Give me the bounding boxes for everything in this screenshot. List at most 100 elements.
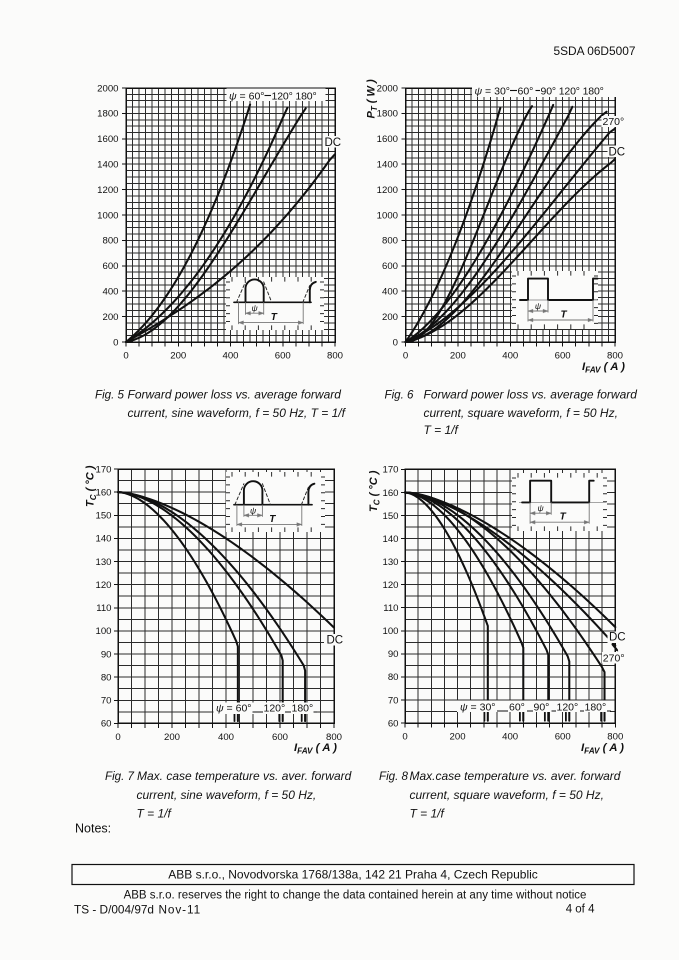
svg-text:0: 0 (403, 351, 408, 362)
svg-text:150: 150 (95, 511, 111, 522)
svg-text:ψ: ψ (250, 505, 256, 515)
svg-text:80: 80 (388, 672, 399, 683)
svg-text:130: 130 (382, 557, 398, 568)
svg-text:70: 70 (388, 695, 399, 706)
svg-text:200: 200 (164, 732, 180, 743)
svg-text:90: 90 (388, 649, 399, 660)
svg-text:ψ = 60°: ψ = 60° (229, 91, 265, 103)
svg-text:400: 400 (222, 351, 238, 362)
svg-text:600: 600 (555, 732, 571, 743)
svg-text:90°: 90° (534, 702, 550, 714)
svg-text:600: 600 (275, 351, 291, 362)
svg-text:1000: 1000 (377, 210, 398, 221)
svg-text:400: 400 (102, 287, 118, 298)
svg-text:Fig. 8: Fig. 8 (379, 770, 409, 783)
svg-text:Nov-11: Nov-11 (159, 903, 202, 917)
svg-text:120°: 120° (264, 703, 286, 715)
svg-text:120: 120 (382, 580, 398, 591)
svg-text:T: T (269, 514, 276, 525)
svg-text:Max.case temperature vs. aver.: Max.case temperature vs. aver. forward (410, 769, 621, 783)
svg-text:100: 100 (95, 626, 111, 637)
svg-text:160: 160 (95, 487, 111, 498)
svg-text:T = 1/f: T = 1/f (410, 807, 446, 821)
svg-text:400: 400 (502, 351, 518, 362)
svg-text:DC: DC (609, 632, 626, 644)
svg-text:ψ = 30°: ψ = 30° (475, 86, 511, 98)
svg-text:DC: DC (325, 137, 342, 149)
svg-text:1600: 1600 (97, 134, 118, 145)
svg-text:1800: 1800 (377, 109, 398, 120)
svg-text:400: 400 (502, 732, 518, 743)
svg-text:TC ( °C ): TC ( °C ) (368, 470, 381, 512)
svg-text:0: 0 (402, 732, 407, 743)
svg-text:200: 200 (170, 351, 186, 362)
svg-text:600: 600 (272, 732, 288, 743)
svg-text:400: 400 (218, 732, 234, 743)
svg-text:800: 800 (607, 351, 623, 362)
svg-text:140: 140 (95, 534, 111, 545)
svg-text:Max. case temperature vs. aver: Max. case temperature vs. aver. forward (137, 769, 352, 783)
svg-text:110: 110 (96, 603, 111, 614)
svg-text:600: 600 (382, 261, 398, 272)
svg-text:140: 140 (382, 534, 398, 545)
svg-text:0: 0 (113, 337, 118, 348)
svg-text:Fig. 5: Fig. 5 (95, 389, 125, 402)
svg-text:80: 80 (101, 672, 112, 683)
svg-text:ABB s.r.o., Novodvorska 1768/1: ABB s.r.o., Novodvorska 1768/138a, 142 2… (168, 868, 538, 882)
svg-text:ψ = 60°: ψ = 60° (216, 703, 252, 715)
svg-text:1400: 1400 (97, 160, 118, 171)
svg-text:120°: 120° (557, 702, 579, 714)
svg-text:T = 1/f: T = 1/f (137, 807, 173, 821)
svg-text:800: 800 (327, 351, 343, 362)
svg-text:Forward power loss vs. average: Forward power loss vs. average forward (424, 388, 638, 402)
svg-text:270°: 270° (603, 653, 625, 665)
svg-text:1000: 1000 (97, 210, 118, 221)
svg-text:60°: 60° (509, 702, 525, 714)
svg-text:2000: 2000 (377, 83, 398, 94)
svg-text:1800: 1800 (97, 109, 118, 120)
svg-text:1400: 1400 (377, 160, 398, 171)
svg-text:ψ: ψ (252, 303, 258, 313)
svg-text:100: 100 (382, 626, 398, 637)
svg-text:200: 200 (382, 312, 398, 323)
svg-text:800: 800 (382, 236, 398, 247)
svg-text:2000: 2000 (97, 83, 118, 94)
svg-text:PT ( W ): PT ( W ) (366, 79, 379, 118)
svg-text:Fig. 7: Fig. 7 (105, 770, 135, 783)
svg-text:ψ = 30°: ψ = 30° (460, 702, 496, 714)
svg-text:70: 70 (101, 696, 112, 707)
svg-text:600: 600 (555, 351, 571, 362)
svg-text:current, square waveform, f =: current, square waveform, f = 50 Hz, (424, 406, 618, 420)
svg-text:600: 600 (102, 261, 118, 272)
svg-text:200: 200 (450, 351, 466, 362)
svg-text:200: 200 (450, 732, 466, 743)
svg-text:110: 110 (383, 603, 398, 614)
svg-text:270°: 270° (603, 116, 625, 128)
svg-text:T: T (560, 512, 567, 523)
svg-text:current, sine waveform, f = 50: current, sine waveform, f = 50 Hz, T = 1… (128, 406, 347, 420)
svg-text:150: 150 (382, 511, 398, 522)
svg-text:800: 800 (326, 732, 342, 743)
svg-text:current, sine waveform, f = 50: current, sine waveform, f = 50 Hz, (137, 788, 317, 802)
svg-text:130: 130 (95, 557, 111, 568)
svg-text:800: 800 (607, 732, 623, 743)
svg-text:120° 180°: 120° 180° (272, 91, 317, 103)
svg-text:60°: 60° (518, 86, 534, 98)
svg-text:IFAV ( A ): IFAV ( A ) (582, 361, 625, 375)
svg-text:160: 160 (382, 488, 398, 499)
svg-text:Notes:: Notes: (75, 822, 111, 836)
svg-text:0: 0 (115, 732, 120, 743)
svg-text:170: 170 (382, 465, 398, 476)
svg-text:T = 1/f: T = 1/f (424, 423, 460, 437)
svg-text:120: 120 (95, 580, 111, 591)
svg-text:ψ: ψ (535, 301, 541, 311)
svg-text:60: 60 (388, 718, 399, 729)
svg-text:DC: DC (327, 635, 344, 647)
svg-text:170: 170 (95, 464, 111, 475)
svg-text:4 of 4: 4 of 4 (566, 904, 595, 916)
svg-text:ABB s.r.o. reserves the right: ABB s.r.o. reserves the right to change … (124, 890, 587, 902)
svg-text:IFAV ( A ): IFAV ( A ) (294, 742, 337, 756)
svg-text:1200: 1200 (97, 185, 118, 196)
svg-text:TC ( °C ): TC ( °C ) (85, 465, 98, 507)
svg-text:ψ: ψ (538, 503, 544, 513)
